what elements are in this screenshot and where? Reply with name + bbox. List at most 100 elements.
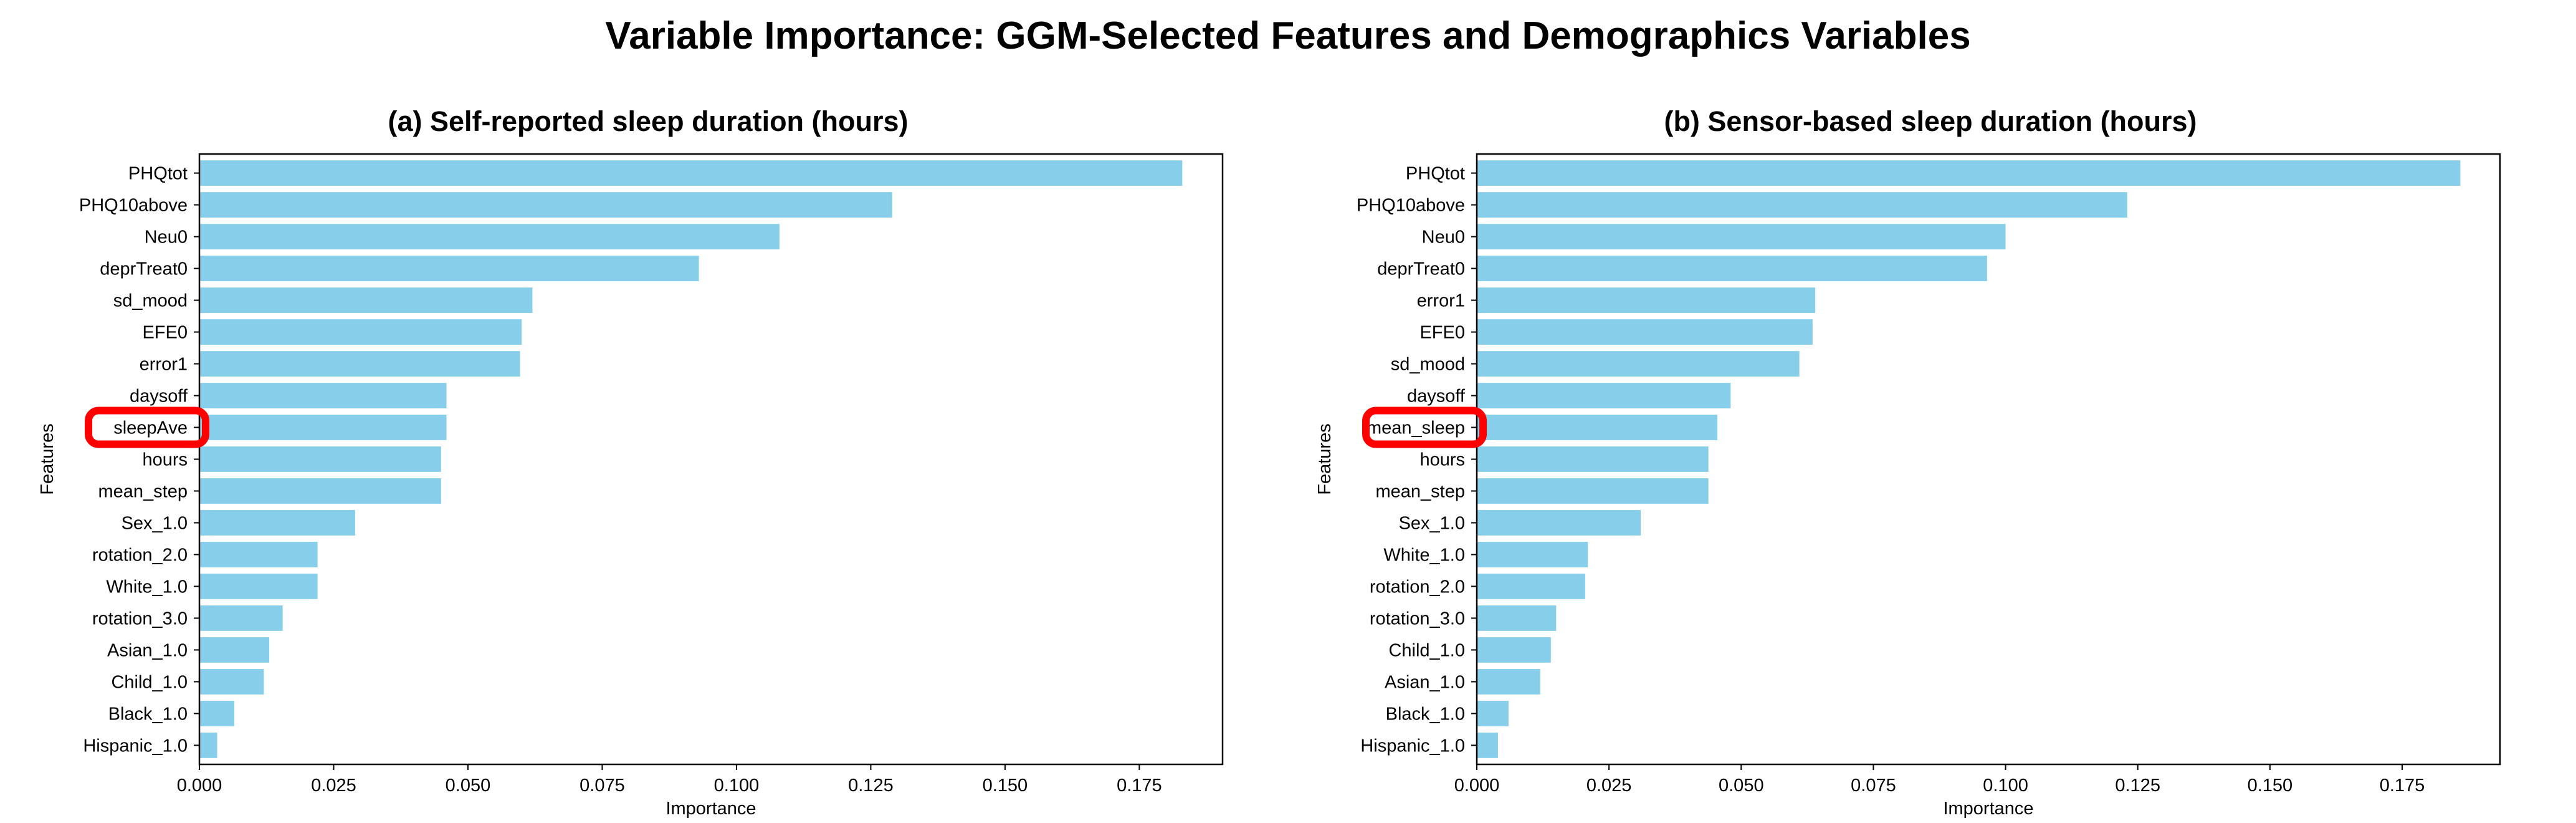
subplot-b-x-ticks: 0.000 0.025 0.050 0.075 0.100 0.125 0.150 0.175 — [1454, 764, 2425, 796]
y-tick-label: Black_1.0 — [1386, 704, 1465, 724]
bar-Neu0 — [1477, 224, 2006, 249]
x-tick-label: 0.125 — [848, 776, 894, 796]
subplot-b-y-axis-label: Features — [1315, 423, 1335, 494]
bar-daysoff — [199, 383, 447, 408]
bar-EFE0 — [1477, 319, 1813, 345]
y-tick-label: Black_1.0 — [108, 704, 188, 724]
y-tick-label: Child_1.0 — [111, 672, 188, 692]
y-tick-label: Asian_1.0 — [107, 640, 188, 660]
y-tick-label: EFE0 — [142, 323, 188, 343]
x-tick-label: 0.175 — [2380, 776, 2425, 796]
y-tick-label: sd_mood — [1391, 355, 1465, 375]
x-tick-label: 0.100 — [714, 776, 760, 796]
y-tick-label: Neu0 — [1422, 228, 1465, 248]
subplot-b: (b) Sensor-based sleep duration (hours) … — [1315, 105, 2501, 819]
bar-EFE0 — [199, 319, 522, 345]
bar-sd_mood — [1477, 351, 1800, 377]
y-tick-label: PHQ10above — [79, 196, 188, 216]
x-tick-label: 0.000 — [1454, 776, 1500, 796]
y-tick-label: rotation_2.0 — [92, 545, 188, 565]
bar-rotation_2.0 — [1477, 574, 1585, 599]
subplot-a-title: (a) Self-reported sleep duration (hours) — [388, 105, 908, 137]
bar-Child_1.0 — [1477, 637, 1551, 663]
y-tick-label: EFE0 — [1419, 323, 1465, 343]
subplot-a-frame — [198, 153, 1224, 766]
bar-PHQ10above — [1477, 192, 2127, 218]
bar-mean_step — [199, 478, 441, 504]
x-tick-label: 0.000 — [177, 776, 222, 796]
y-tick-label: error1 — [1417, 291, 1465, 311]
subplot-b-x-axis-label: Importance — [1943, 799, 2033, 819]
subplot-a-x-ticks: 0.000 0.025 0.050 0.075 0.100 0.125 0.150 0.175 — [177, 764, 1162, 796]
y-tick-label: mean_step — [98, 481, 188, 501]
figure-title: Variable Importance: GGM-Selected Featur… — [605, 14, 1971, 57]
bar-daysoff — [1477, 383, 1731, 408]
y-tick-label: White_1.0 — [1383, 545, 1465, 565]
bar-Black_1.0 — [199, 701, 235, 726]
bar-rotation_3.0 — [199, 605, 283, 631]
y-tick-label: Neu0 — [145, 228, 188, 248]
subplot-a-y-axis-label: Features — [37, 423, 57, 494]
x-tick-label: 0.175 — [1117, 776, 1162, 796]
subplot-b-frame — [1476, 153, 2501, 766]
x-tick-label: 0.125 — [2115, 776, 2160, 796]
x-tick-label: 0.025 — [1586, 776, 1632, 796]
y-tick-label: hours — [142, 450, 188, 470]
y-tick-label: error1 — [140, 355, 188, 375]
y-tick-label: mean_sleep — [1367, 418, 1465, 438]
bar-error1 — [199, 351, 520, 377]
y-tick-label: sleepAve — [113, 418, 188, 438]
y-tick-label: Child_1.0 — [1388, 640, 1465, 660]
bar-Child_1.0 — [199, 669, 264, 695]
x-tick-label: 0.050 — [446, 776, 491, 796]
subplot-a-y-ticks: PHQtot PHQ10above Neu0 deprTreat0 sd_mood EFE… — [79, 164, 199, 756]
y-tick-label: hours — [1419, 450, 1465, 470]
y-tick-label: Hispanic_1.0 — [83, 736, 188, 756]
bar-Hispanic_1.0 — [1477, 733, 1498, 758]
subplot-a-x-axis-label: Importance — [665, 799, 756, 819]
bar-rotation_3.0 — [1477, 605, 1557, 631]
y-tick-label: PHQtot — [1406, 164, 1465, 184]
y-tick-label: deprTreat0 — [1377, 259, 1465, 279]
bar-mean_step — [1477, 478, 1709, 504]
bar-PHQtot — [199, 160, 1183, 186]
bar-Black_1.0 — [1477, 701, 1509, 726]
y-tick-label: deprTreat0 — [100, 259, 188, 279]
y-tick-label: daysoff — [1407, 387, 1466, 407]
y-tick-label: sd_mood — [113, 291, 188, 311]
x-tick-label: 0.025 — [311, 776, 356, 796]
y-tick-label: PHQtot — [128, 164, 188, 184]
subplot-a-highlight-box — [85, 407, 209, 448]
y-tick-label: PHQ10above — [1357, 196, 1465, 216]
bar-hours — [199, 446, 441, 472]
bar-sleepAve — [199, 415, 447, 440]
bar-White_1.0 — [1477, 542, 1588, 567]
subplot-b-title: (b) Sensor-based sleep duration (hours) — [1664, 105, 2197, 137]
y-tick-label: Hispanic_1.0 — [1360, 736, 1465, 756]
subplot-a-bars — [199, 160, 1183, 758]
bar-error1 — [1477, 287, 1816, 313]
subplot-a: (a) Self-reported sleep duration (hours)… — [37, 105, 1224, 819]
subplot-b-y-ticks: PHQtot PHQ10above Neu0 deprTreat0 error1 EFE0… — [1357, 164, 1477, 756]
y-tick-label: daysoff — [130, 387, 188, 407]
bar-mean_sleep — [1477, 415, 1718, 440]
x-tick-label: 0.150 — [983, 776, 1028, 796]
bar-deprTreat0 — [1477, 256, 1987, 281]
y-tick-label: rotation_2.0 — [1370, 577, 1465, 597]
y-tick-label: Asian_1.0 — [1385, 672, 1465, 692]
y-tick-label: White_1.0 — [106, 577, 188, 597]
x-tick-label: 0.075 — [1851, 776, 1896, 796]
bar-Sex_1.0 — [1477, 510, 1641, 536]
y-tick-label: mean_step — [1376, 481, 1466, 501]
x-tick-label: 0.050 — [1719, 776, 1764, 796]
y-tick-label: Sex_1.0 — [122, 513, 188, 533]
bar-Hispanic_1.0 — [199, 733, 217, 758]
bar-rotation_2.0 — [199, 542, 318, 567]
subplot-b-highlight-box — [1362, 407, 1487, 448]
y-tick-label: rotation_3.0 — [92, 609, 188, 628]
bar-deprTreat0 — [199, 256, 699, 281]
bar-Neu0 — [199, 224, 780, 249]
x-tick-label: 0.075 — [580, 776, 625, 796]
x-tick-label: 0.100 — [1983, 776, 2028, 796]
bar-White_1.0 — [199, 574, 318, 599]
